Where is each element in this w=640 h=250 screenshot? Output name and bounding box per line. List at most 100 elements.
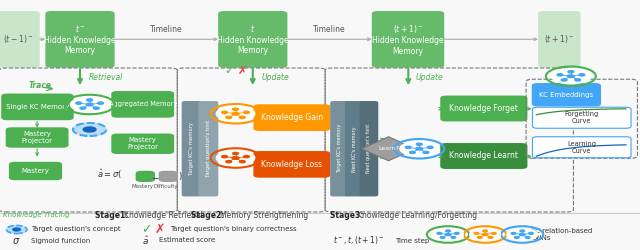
- FancyBboxPatch shape: [254, 105, 330, 130]
- Text: $\hat{a} = \sigma($: $\hat{a} = \sigma($: [97, 168, 123, 181]
- Text: Stage3:: Stage3:: [330, 210, 365, 220]
- Circle shape: [244, 111, 250, 114]
- Circle shape: [13, 228, 20, 231]
- Circle shape: [433, 228, 463, 240]
- Text: Learn?: Learn?: [378, 146, 399, 151]
- Text: KC Embeddings: KC Embeddings: [540, 92, 593, 98]
- Text: Stage2:: Stage2:: [191, 210, 227, 220]
- Text: Learning
Curve: Learning Curve: [567, 141, 596, 154]
- Circle shape: [93, 107, 99, 109]
- Text: Update: Update: [416, 72, 444, 82]
- Circle shape: [529, 232, 533, 234]
- FancyBboxPatch shape: [360, 102, 378, 196]
- Circle shape: [232, 112, 239, 115]
- Text: Single KC Memory: Single KC Memory: [6, 104, 69, 110]
- Circle shape: [416, 148, 422, 150]
- FancyBboxPatch shape: [372, 12, 444, 67]
- Circle shape: [239, 160, 245, 163]
- Circle shape: [525, 236, 530, 238]
- Text: Knowledge Tracing: Knowledge Tracing: [3, 212, 69, 218]
- Circle shape: [405, 146, 411, 148]
- FancyBboxPatch shape: [219, 12, 287, 67]
- Text: $(t+1)^-$: $(t+1)^-$: [544, 33, 575, 45]
- Text: Difficulty: Difficulty: [154, 184, 178, 189]
- Circle shape: [492, 232, 496, 234]
- Circle shape: [579, 74, 585, 76]
- Circle shape: [552, 69, 590, 84]
- Circle shape: [451, 236, 456, 238]
- Circle shape: [454, 232, 459, 234]
- Text: Forgetting
Curve: Forgetting Curve: [564, 111, 599, 124]
- Circle shape: [423, 151, 429, 154]
- Circle shape: [520, 230, 525, 232]
- Circle shape: [80, 107, 86, 109]
- Circle shape: [244, 156, 250, 158]
- Text: Knowledge Learnt: Knowledge Learnt: [449, 152, 518, 160]
- Circle shape: [568, 75, 574, 78]
- Circle shape: [445, 230, 451, 232]
- FancyBboxPatch shape: [331, 102, 348, 196]
- Text: Target question's hint: Target question's hint: [206, 120, 211, 178]
- Circle shape: [73, 123, 106, 136]
- Text: Knowledge Loss: Knowledge Loss: [261, 160, 323, 169]
- Text: $-$: $-$: [150, 172, 159, 181]
- Circle shape: [575, 79, 580, 81]
- Text: Update: Update: [261, 72, 289, 82]
- FancyBboxPatch shape: [112, 134, 173, 153]
- Polygon shape: [362, 137, 415, 161]
- Text: Sigmoid function: Sigmoid function: [31, 238, 90, 244]
- Circle shape: [87, 99, 93, 101]
- FancyBboxPatch shape: [532, 137, 631, 158]
- Circle shape: [417, 143, 422, 145]
- FancyBboxPatch shape: [346, 102, 363, 196]
- FancyBboxPatch shape: [10, 162, 61, 180]
- Text: Target question's binary correctness: Target question's binary correctness: [170, 226, 296, 232]
- Circle shape: [86, 103, 93, 106]
- FancyBboxPatch shape: [441, 144, 527, 168]
- Circle shape: [83, 127, 96, 132]
- FancyBboxPatch shape: [6, 128, 68, 147]
- Circle shape: [470, 228, 500, 240]
- Circle shape: [440, 236, 445, 238]
- Circle shape: [76, 102, 81, 104]
- Circle shape: [239, 116, 245, 118]
- Text: Next question's hint: Next question's hint: [367, 124, 371, 174]
- Text: Timeline: Timeline: [314, 26, 346, 35]
- Text: Next KC's memory: Next KC's memory: [352, 126, 356, 172]
- Text: Mastery: Mastery: [22, 168, 49, 174]
- FancyBboxPatch shape: [46, 12, 114, 67]
- Text: Mastery
Projector: Mastery Projector: [127, 137, 158, 150]
- Circle shape: [507, 228, 538, 240]
- Text: $(t-1)^-$: $(t-1)^-$: [3, 33, 34, 45]
- Circle shape: [410, 151, 415, 154]
- Circle shape: [233, 152, 238, 154]
- Circle shape: [568, 70, 574, 73]
- Text: Knowledge Retrieval: Knowledge Retrieval: [124, 210, 202, 220]
- Text: Retrieval: Retrieval: [88, 72, 123, 82]
- Text: Knowledge Gain: Knowledge Gain: [260, 113, 323, 122]
- Circle shape: [216, 150, 255, 166]
- Text: Target KC's memory: Target KC's memory: [337, 124, 342, 174]
- Circle shape: [483, 234, 488, 235]
- FancyBboxPatch shape: [112, 92, 173, 117]
- Circle shape: [511, 232, 516, 234]
- Circle shape: [233, 108, 238, 110]
- Text: Time step: Time step: [396, 238, 430, 244]
- FancyBboxPatch shape: [136, 172, 154, 181]
- Text: $)$: $)$: [178, 170, 182, 182]
- Circle shape: [520, 234, 525, 235]
- Circle shape: [515, 236, 519, 238]
- Text: Memory Strengthening: Memory Strengthening: [220, 210, 308, 220]
- Text: Target KC's memory: Target KC's memory: [189, 122, 194, 175]
- Circle shape: [477, 236, 482, 238]
- Text: $t$
Hidden Knowledge
Memory: $t$ Hidden Knowledge Memory: [217, 24, 289, 55]
- FancyBboxPatch shape: [441, 96, 527, 121]
- Circle shape: [70, 97, 109, 112]
- Circle shape: [557, 74, 563, 76]
- Text: Aggregated Memory: Aggregated Memory: [109, 102, 177, 107]
- Text: Mastery
Projector: Mastery Projector: [22, 131, 52, 144]
- Text: Knowledge Forget: Knowledge Forget: [449, 104, 518, 113]
- Circle shape: [437, 232, 442, 234]
- FancyBboxPatch shape: [159, 172, 177, 181]
- Circle shape: [6, 226, 27, 234]
